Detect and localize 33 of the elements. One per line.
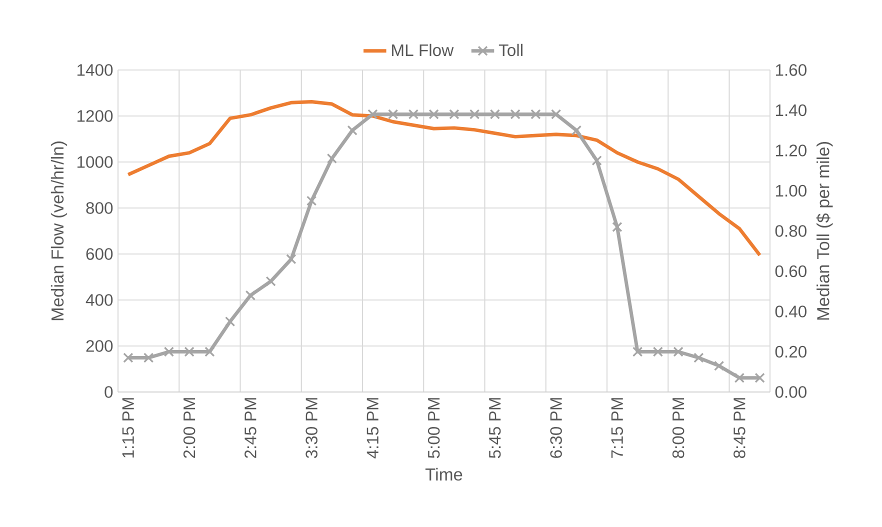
y-tick-label: 600: [86, 248, 113, 260]
y-tick-label: 200: [86, 340, 113, 352]
x-tick-label: 7:15 PM: [611, 398, 624, 458]
y2-tick-label: 1.20: [776, 144, 806, 156]
x-tick-label: 5:00 PM: [428, 398, 440, 458]
y-axis-title: Median Flow (veh/hr/ln): [50, 142, 68, 320]
y2-tick-label: 1.60: [776, 64, 806, 76]
x-tick-label: 8:45 PM: [734, 398, 746, 458]
x-tick-label: 1:15 PM: [122, 398, 134, 458]
y-tick-label: 1000: [77, 156, 113, 168]
y2-tick-label: 0.40: [775, 306, 806, 318]
x-axis-title: Time: [425, 468, 462, 481]
legend-label: ML Flow: [392, 44, 454, 56]
x-tick-label: 2:00 PM: [183, 398, 196, 458]
y-tick-label: 800: [86, 202, 113, 214]
y2-tick-label: 0.20: [775, 346, 806, 358]
y2-tick-label: 0.60: [775, 265, 806, 278]
y2-tick-label: 1.40: [776, 104, 806, 116]
y-tick-label: 0: [104, 386, 113, 398]
x-tick-label: 5:45 PM: [489, 398, 501, 458]
y-tick-label: 1200: [77, 110, 113, 122]
x-tick-label: 3:30 PM: [306, 398, 318, 458]
x-tick-label: 4:15 PM: [366, 398, 379, 458]
y2-tick-label: 0.00: [775, 386, 806, 398]
x-tick-label: 8:00 PM: [672, 398, 684, 458]
x-tick-label: 2:45 PM: [244, 398, 256, 458]
y2-tick-label: 0.80: [775, 225, 806, 237]
y2-tick-label: 1.00: [776, 184, 806, 197]
y-tick-label: 1400: [77, 64, 113, 76]
x-tick-label: 6:30 PM: [550, 398, 562, 458]
y-tick-label: 400: [86, 294, 113, 306]
legend-label: Toll: [498, 44, 522, 56]
y2-axis-title: Median Toll ($ per mile): [816, 142, 833, 320]
